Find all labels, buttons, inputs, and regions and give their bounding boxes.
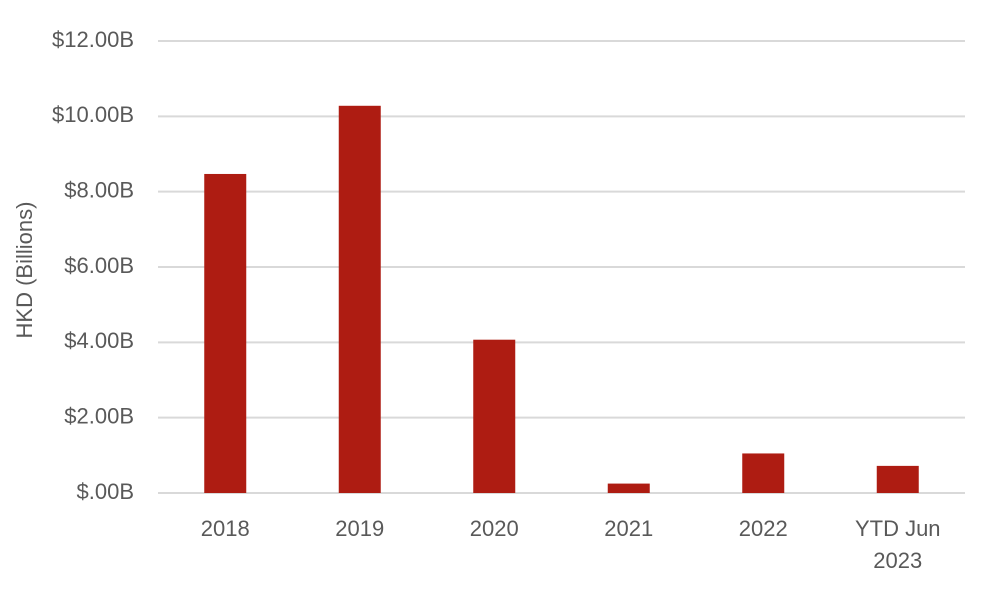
x-tick-label: 2021 bbox=[604, 516, 654, 541]
x-tick-label: 2019 bbox=[335, 516, 385, 541]
bar bbox=[204, 173, 247, 494]
y-tick-label: $4.00B bbox=[64, 328, 134, 353]
x-tick-label: 2018 bbox=[200, 516, 250, 541]
y-tick-label: $.00B bbox=[77, 479, 135, 504]
x-tick-label: 2020 bbox=[469, 516, 519, 541]
y-tick-label: $6.00B bbox=[64, 253, 134, 278]
y-tick-label: $12.00B bbox=[52, 27, 134, 52]
x-tick-label: 2022 bbox=[738, 516, 788, 541]
y-tick-label: $10.00B bbox=[52, 102, 134, 127]
y-tick-label: $2.00B bbox=[64, 403, 134, 428]
bar bbox=[607, 483, 650, 493]
bar bbox=[876, 465, 919, 493]
y-tick-label: $8.00B bbox=[64, 177, 134, 202]
bar bbox=[473, 339, 516, 493]
bar bbox=[742, 453, 785, 493]
y-axis-label: HKD (Billions) bbox=[12, 202, 37, 339]
bar bbox=[338, 105, 381, 493]
x-tick-label: YTD Jun 2023 bbox=[854, 516, 941, 573]
